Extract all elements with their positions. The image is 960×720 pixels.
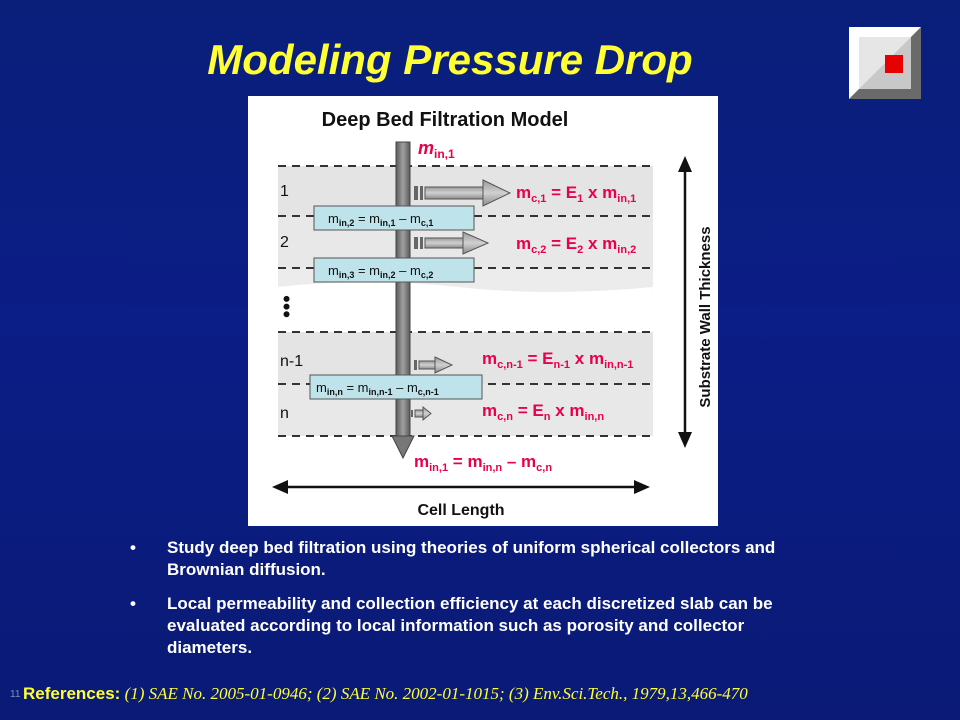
stop-button-icon[interactable] <box>849 27 921 99</box>
collected-eq-n: mc,n = En x min,n <box>482 401 604 423</box>
inlet-label: min,1 <box>418 138 455 161</box>
cell-length-arrow <box>272 480 650 494</box>
bullet-dot: • <box>130 594 136 613</box>
collection-arrow-1 <box>414 179 512 207</box>
bullet-list: • Study deep bed filtration using theori… <box>130 537 830 671</box>
svg-text:min,2 = min,1 – mc,1: min,2 = min,1 – mc,1 <box>328 211 433 228</box>
collection-arrow-2 <box>414 231 490 255</box>
slab-label-n: n <box>280 405 289 422</box>
cell-length-label: Cell Length <box>417 502 504 519</box>
wall-thickness-label: Substrate Wall Thickness <box>697 226 714 407</box>
wall-thickness-arrow <box>678 156 692 448</box>
collected-eq-n-1: mc,n-1 = En-1 x min,n-1 <box>482 349 633 371</box>
outlet-eq: min,1 = min,n – mc,n <box>414 452 552 474</box>
references: References: (1) SAE No. 2005-01-0946; (2… <box>23 684 953 704</box>
slab-label-2: 2 <box>280 234 289 251</box>
collected-eq-1: mc,1 = E1 x min,1 <box>516 183 636 205</box>
mass-balance-box-n: min,n = min,n-1 – mc,n-1 <box>309 374 483 400</box>
collection-arrow-n <box>411 405 432 422</box>
collected-eq-2: mc,2 = E2 x min,2 <box>516 234 636 256</box>
references-label: References: <box>23 684 121 703</box>
slide-number: 11 <box>10 689 21 700</box>
slab-label-1: 1 <box>280 183 289 200</box>
diagram-heading: Deep Bed Filtration Model <box>322 109 569 131</box>
slab-label-n-1: n-1 <box>280 353 303 370</box>
bullet-text: Local permeability and collection effici… <box>167 594 773 657</box>
svg-text:min,3 = min,2 – mc,2: min,3 = min,2 – mc,2 <box>328 263 433 280</box>
bullet-text: Study deep bed filtration using theories… <box>167 538 776 579</box>
filtration-diagram: Deep Bed Filtration Model 1 2 ••• n-1 n <box>248 96 718 526</box>
bullet-item: • Study deep bed filtration using theori… <box>130 537 830 581</box>
references-text: (1) SAE No. 2005-01-0946; (2) SAE No. 20… <box>120 684 748 703</box>
slide-title: Modeling Pressure Drop <box>207 36 693 83</box>
mass-balance-box-3: min,3 = min,2 – mc,2 <box>313 257 475 283</box>
bullet-item: • Local permeability and collection effi… <box>130 593 830 659</box>
svg-text:min,n = min,n-1 – mc,n-1: min,n = min,n-1 – mc,n-1 <box>316 380 439 397</box>
ellipsis-dots: ••• <box>274 295 299 318</box>
mass-balance-box-2: min,2 = min,1 – mc,1 <box>313 205 475 231</box>
collection-arrow-n-1 <box>414 356 454 374</box>
bullet-dot: • <box>130 538 136 557</box>
